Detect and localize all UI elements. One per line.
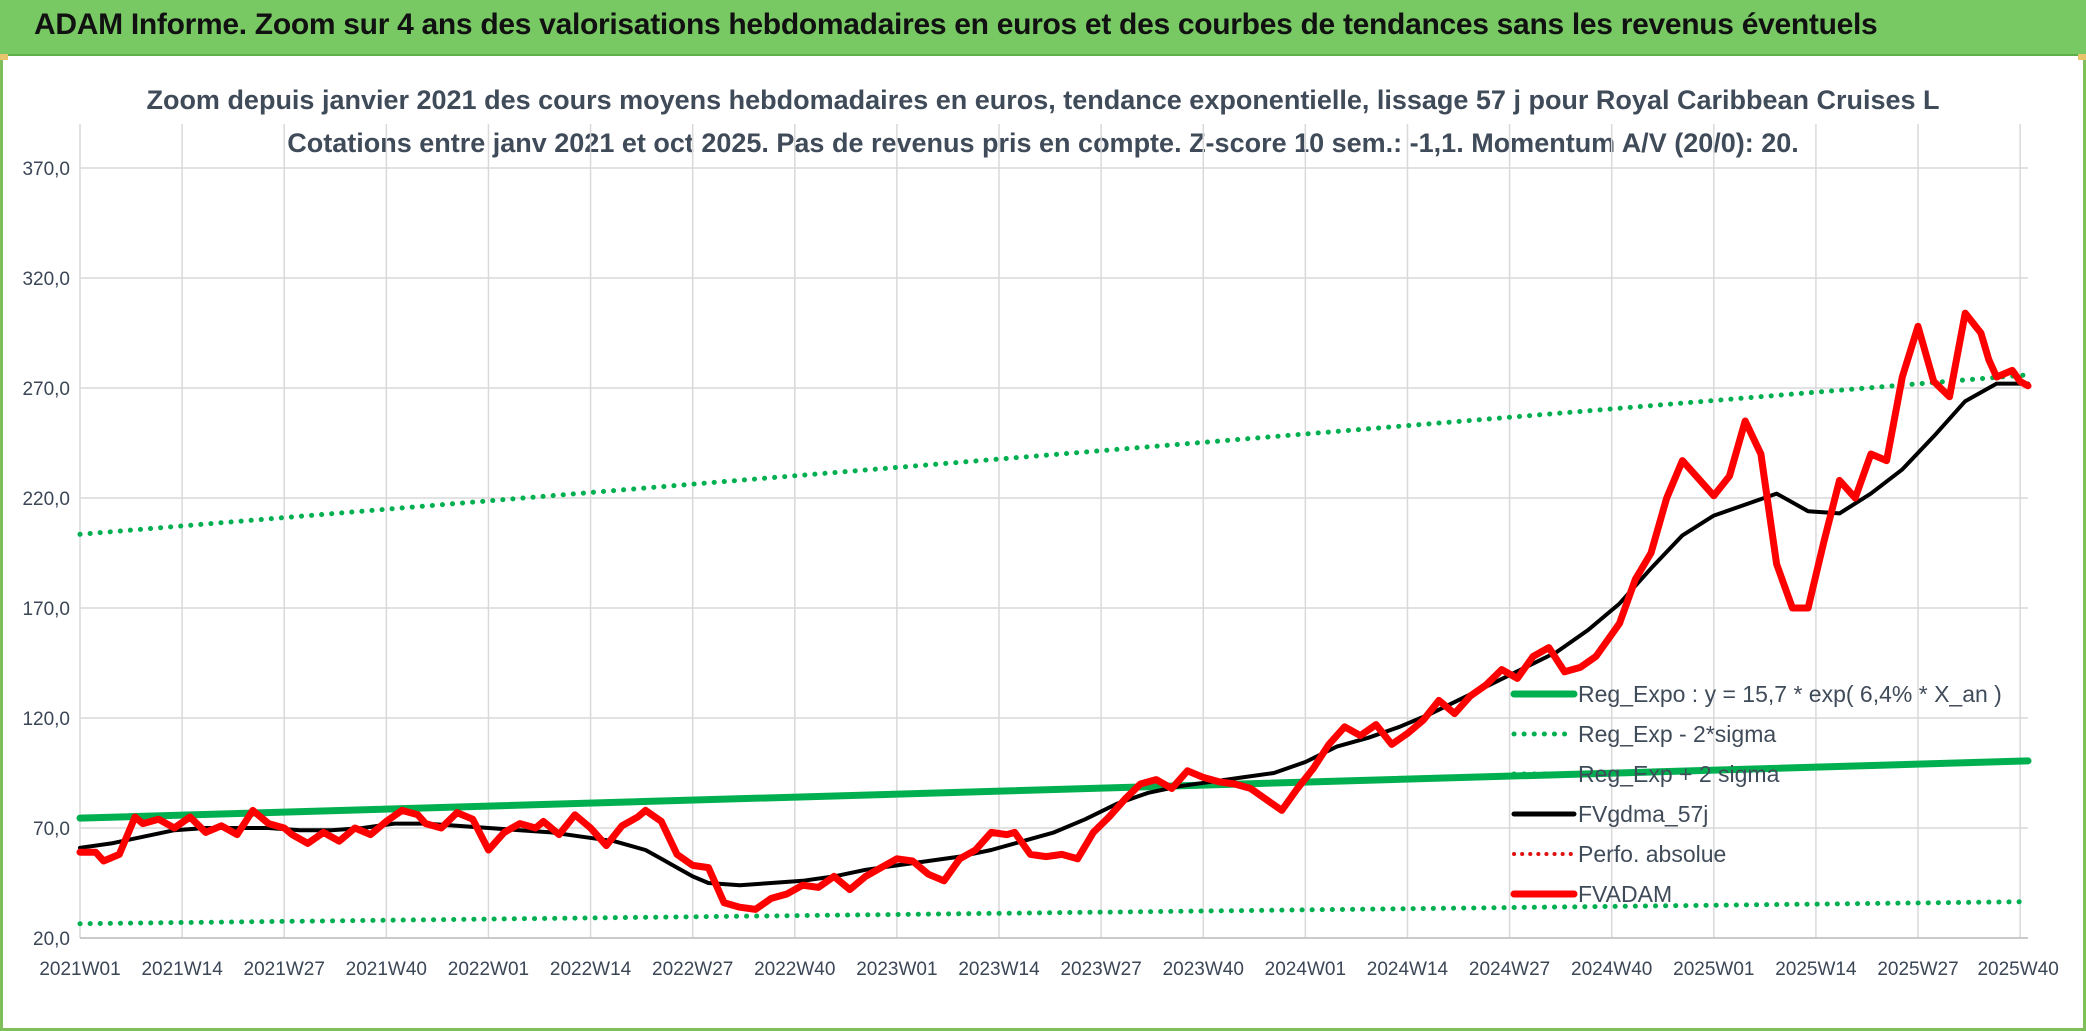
chart-title: Zoom depuis janvier 2021 des cours moyen… xyxy=(146,85,1939,115)
y-tick-label: 370,0 xyxy=(22,159,70,180)
x-tick-label: 2023W01 xyxy=(856,959,937,980)
y-tick-label: 70,0 xyxy=(33,819,70,840)
x-tick-label: 2022W27 xyxy=(652,959,733,980)
y-tick-label: 270,0 xyxy=(22,379,70,400)
series-lines xyxy=(76,309,2032,927)
x-tick-label: 2022W40 xyxy=(754,959,835,980)
x-tick-label: 2025W27 xyxy=(1877,959,1958,980)
report-title: ADAM Informe. Zoom sur 4 ans des valoris… xyxy=(34,8,1878,41)
reg-exp-minus-2sigma-line xyxy=(77,899,2031,927)
x-axis-ticks: 2021W01 2021W14 2021W27 2021W40 2022W01 2022W… xyxy=(39,959,2058,980)
y-tick-label: 170,0 xyxy=(22,599,70,620)
y-tick-label: 120,0 xyxy=(22,709,70,730)
x-tick-label: 2021W14 xyxy=(141,959,223,980)
legend-label-reg-exp-plus-2sigma: Reg_Exp + 2 sigma xyxy=(1578,761,1780,787)
y-tick-label: 220,0 xyxy=(22,489,70,510)
report-banner: ADAM Informe. Zoom sur 4 ans des valoris… xyxy=(0,0,2086,56)
x-tick-label: 2021W01 xyxy=(39,959,120,980)
x-tick-label: 2024W14 xyxy=(1367,959,1449,980)
banner-corner-right xyxy=(2078,54,2086,60)
y-axis-ticks: 20,0 70,0 120,0 170,0 220,0 270,0 320,0 370,0 xyxy=(22,159,70,950)
chart-subtitle: Cotations entre janv 2021 et oct 2025. P… xyxy=(287,128,1799,158)
x-tick-label: 2021W27 xyxy=(244,959,325,980)
x-tick-label: 2025W14 xyxy=(1775,959,1857,980)
x-tick-label: 2024W01 xyxy=(1265,959,1346,980)
y-tick-label: 20,0 xyxy=(33,929,70,950)
x-tick-label: 2024W27 xyxy=(1469,959,1550,980)
legend-label-perfo-absolue: Perfo. absolue xyxy=(1578,841,1726,867)
x-tick-label: 2025W01 xyxy=(1673,959,1754,980)
x-tick-label: 2022W01 xyxy=(448,959,529,980)
x-tick-label: 2022W14 xyxy=(550,959,632,980)
banner-corner-left xyxy=(0,54,8,60)
x-tick-label: 2023W27 xyxy=(1060,959,1141,980)
x-tick-label: 2023W14 xyxy=(958,959,1040,980)
fvadam-line xyxy=(76,309,2032,913)
legend: Reg_Expo : y = 15,7 * exp( 6,4% * X_an )… xyxy=(1510,681,2002,907)
legend-label-fvadam: FVADAM xyxy=(1578,881,1672,907)
x-tick-label: 2023W40 xyxy=(1163,959,1244,980)
legend-label-fvgdma-57j: FVgdma_57j xyxy=(1578,801,1708,827)
reg-exp-plus-2sigma-line xyxy=(77,372,2031,537)
legend-label-reg-exp-minus-2sigma: Reg_Exp - 2*sigma xyxy=(1578,721,1776,747)
x-tick-label: 2025W40 xyxy=(1977,959,2058,980)
y-tick-label: 320,0 xyxy=(22,269,70,290)
x-tick-label: 2024W40 xyxy=(1571,959,1652,980)
x-tick-label: 2021W40 xyxy=(346,959,427,980)
gridlines xyxy=(79,124,2028,939)
legend-label-reg-expo: Reg_Expo : y = 15,7 * exp( 6,4% * X_an ) xyxy=(1578,681,2002,707)
